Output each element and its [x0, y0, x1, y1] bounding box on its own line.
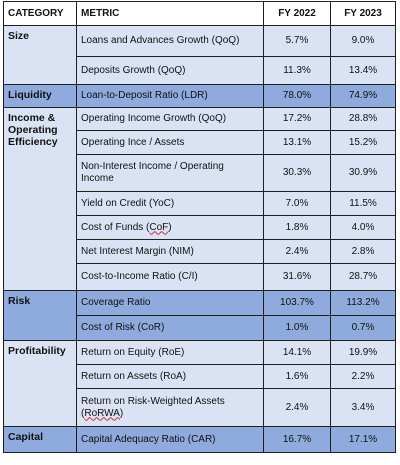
metric-cell: Cost of Risk (CoR) [76, 315, 264, 341]
spellcheck-flagged-word: RoRWA [84, 407, 120, 419]
table-row: Non-Interest Income / Operating Income 3… [4, 154, 396, 192]
fy2022-value: 2.4% [263, 388, 331, 427]
metric-cell: Loan-to-Deposit Ratio (LDR) [76, 84, 264, 108]
metric-cell: Loans and Advances Growth (QoQ) [76, 25, 264, 57]
fy2022-value: 17.2% [263, 107, 331, 131]
metric-suffix: ) [168, 221, 172, 233]
fy2023-value: 74.9% [330, 84, 396, 108]
table-row: Risk Coverage Ratio 103.7% 113.2% [3, 290, 396, 341]
table-row: Deposits Growth (QoQ) 11.3% 13.4% [4, 56, 396, 85]
fy2022-value: 1.0% [263, 315, 331, 341]
table-row: Liquidity Loan-to-Deposit Ratio (LDR) 78… [3, 84, 396, 108]
metric-prefix: Cost of Funds ( [81, 221, 150, 233]
fy2023-value: 30.9% [330, 154, 396, 192]
table-row: Cost of Risk (CoR) 1.0% 0.7% [4, 315, 396, 341]
fy2023-value: 9.0% [330, 25, 396, 57]
fy2023-value: 4.0% [330, 215, 396, 240]
category-cell-profitability: Profitability [3, 340, 77, 427]
fy2022-value: 13.1% [263, 130, 331, 155]
metric-column-header: METRIC [76, 1, 264, 26]
fy2022-value: 11.3% [263, 56, 331, 85]
fy2023-value: 2.8% [330, 239, 396, 264]
metric-cell: Cost of Funds (CoF) [76, 215, 264, 240]
fy2023-value: 2.2% [330, 364, 396, 389]
financial-metrics-table: CATEGORY METRIC FY 2022 FY 2023 Size Loa… [3, 1, 396, 453]
fy2022-value: 30.3% [263, 154, 331, 192]
fy2023-value: 3.4% [330, 388, 396, 427]
fy2023-value: 15.2% [330, 130, 396, 155]
category-cell-liquidity: Liquidity [3, 84, 77, 108]
table-row: Size Loans and Advances Growth (QoQ) 5.7… [3, 25, 396, 85]
metric-cell: Coverage Ratio [76, 290, 264, 316]
header-row: CATEGORY METRIC FY 2022 FY 2023 [3, 1, 396, 26]
fy2023-value: 28.7% [330, 263, 396, 291]
fy2022-value: 103.7% [263, 290, 331, 316]
category-cell-size: Size [3, 25, 77, 85]
fy2023-column-header: FY 2023 [330, 1, 396, 26]
metric-cell: Net Interest Margin (NIM) [76, 239, 264, 264]
table-row: Cost of Funds (CoF) 1.8% 4.0% [4, 215, 396, 240]
fy2022-value: 16.7% [263, 426, 331, 453]
category-cell-income-operating-efficiency: Income & Operating Efficiency [3, 107, 77, 291]
table-body: Size Loans and Advances Growth (QoQ) 5.7… [3, 25, 396, 453]
fy2023-value: 17.1% [330, 426, 396, 453]
table-row: Yield on Credit (YoC) 7.0% 11.5% [4, 191, 396, 216]
metric-cell: Return on Assets (RoA) [76, 364, 264, 389]
metric-prefix: Return on Risk-Weighted Assets ( [81, 395, 225, 419]
fy2022-value: 7.0% [263, 191, 331, 216]
metric-cell: Yield on Credit (YoC) [76, 191, 264, 216]
fy2022-value: 1.6% [263, 364, 331, 389]
fy2022-value: 5.7% [263, 25, 331, 57]
metric-cell: Return on Risk-Weighted Assets (RoRWA) [76, 388, 264, 427]
table-row: Income & Operating Efficiency Operating … [3, 107, 396, 291]
metric-cell: Capital Adequacy Ratio (CAR) [76, 426, 264, 453]
metric-cell: Operating Ince / Assets [76, 130, 264, 155]
metric-suffix: ) [119, 407, 124, 419]
fy2023-value: 11.5% [330, 191, 396, 216]
category-cell-risk: Risk [3, 290, 77, 341]
table-row: Net Interest Margin (NIM) 2.4% 2.8% [4, 239, 396, 264]
fy2022-column-header: FY 2022 [263, 1, 331, 26]
fy2022-value: 78.0% [263, 84, 331, 108]
category-column-header: CATEGORY [3, 1, 77, 26]
table-row: Capital Capital Adequacy Ratio (CAR) 16.… [3, 426, 396, 453]
fy2023-value: 19.9% [330, 340, 396, 365]
fy2023-value: 13.4% [330, 56, 396, 85]
table-row: Cost-to-Income Ratio (C/I) 31.6% 28.7% [4, 263, 396, 291]
spellcheck-flagged-word: CoF [149, 221, 169, 233]
fy2022-value: 14.1% [263, 340, 331, 365]
fy2023-value: 28.8% [330, 107, 396, 131]
metric-cell: Cost-to-Income Ratio (C/I) [76, 263, 264, 291]
metric-cell: Operating Income Growth (QoQ) [76, 107, 264, 131]
metric-cell: Non-Interest Income / Operating Income [76, 154, 264, 192]
table-row: Operating Ince / Assets 13.1% 15.2% [4, 130, 396, 155]
fy2023-value: 0.7% [330, 315, 396, 341]
table-row: Profitability Return on Equity (RoE) 14.… [3, 340, 396, 427]
metric-cell: Return on Equity (RoE) [76, 340, 264, 365]
category-cell-capital: Capital [3, 426, 77, 453]
fy2022-value: 2.4% [263, 239, 331, 264]
table-row: Return on Assets (RoA) 1.6% 2.2% [4, 364, 396, 389]
fy2022-value: 1.8% [263, 215, 331, 240]
fy2023-value: 113.2% [330, 290, 396, 316]
table-header: CATEGORY METRIC FY 2022 FY 2023 [3, 1, 396, 26]
metric-cell: Deposits Growth (QoQ) [76, 56, 264, 85]
fy2022-value: 31.6% [263, 263, 331, 291]
